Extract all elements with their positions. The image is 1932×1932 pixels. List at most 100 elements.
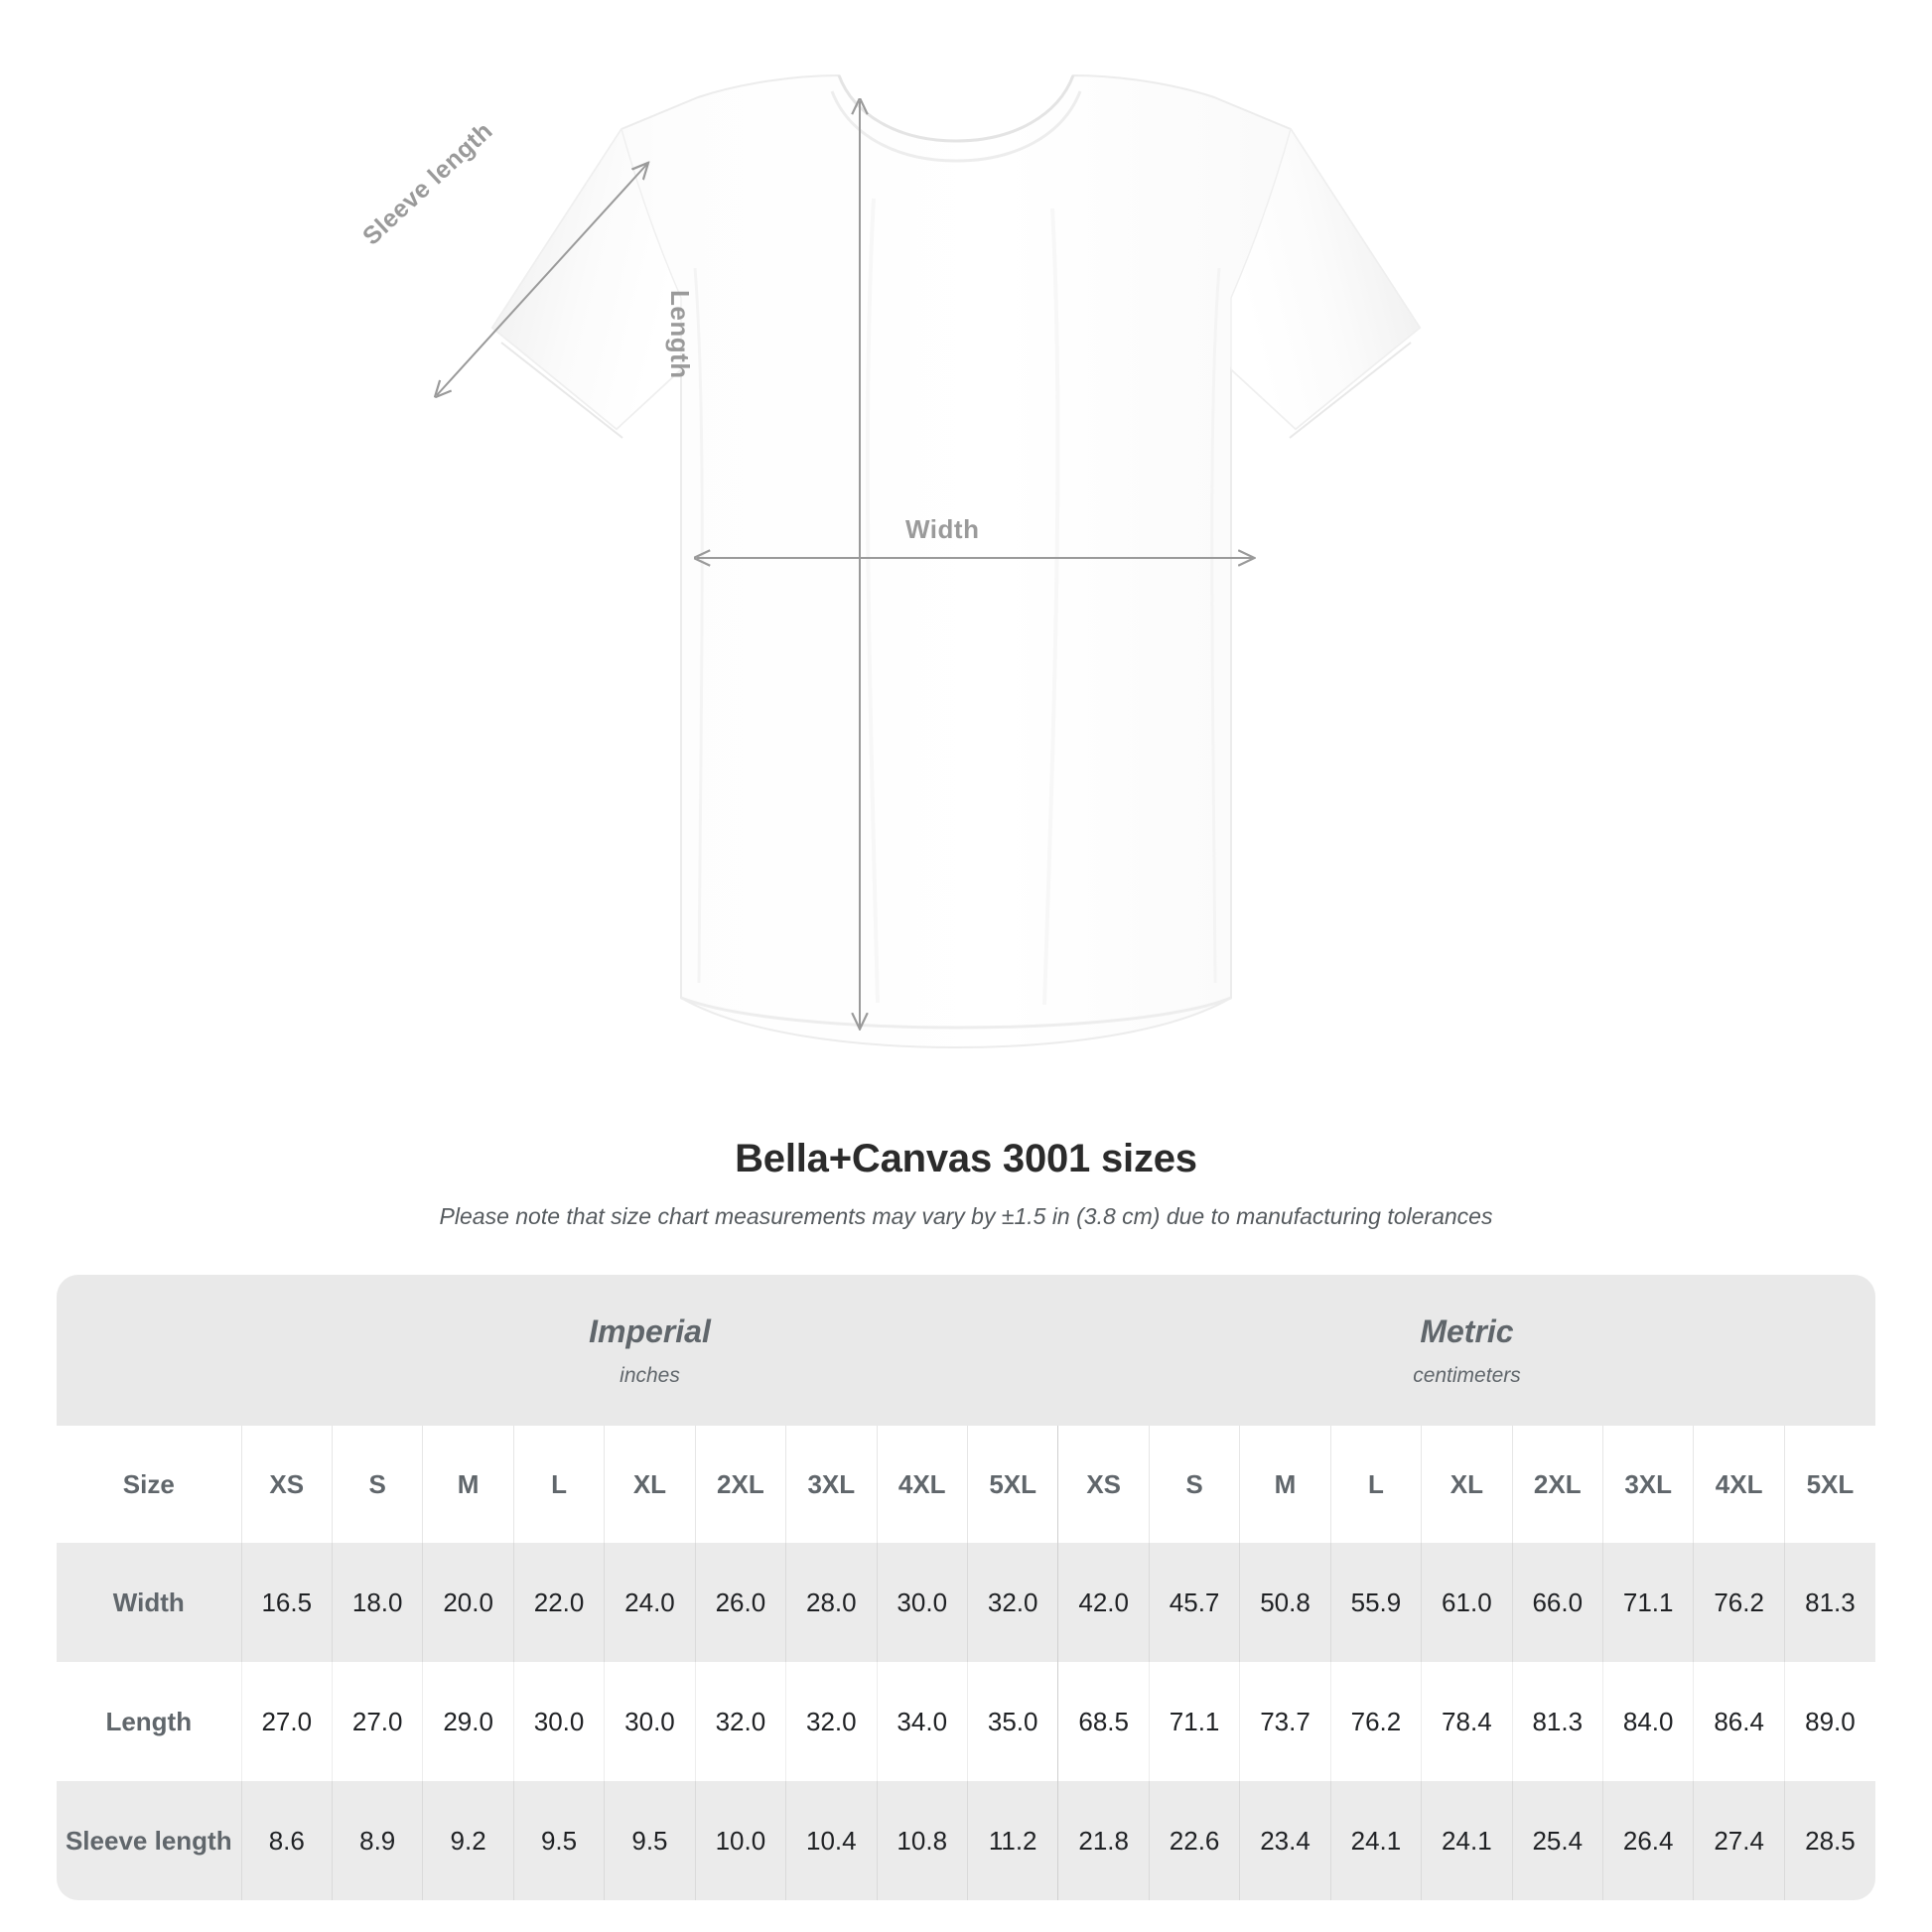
cell-sleeve-length-metric-3xl: 26.4 — [1601, 1781, 1694, 1900]
cell-sleeve-length-metric-2xl: 25.4 — [1511, 1781, 1603, 1900]
size-header-imperial-xs: XS — [240, 1426, 333, 1543]
size-header-imperial-5xl: 5XL — [966, 1426, 1058, 1543]
cell-width-metric-3xl: 71.1 — [1601, 1543, 1694, 1662]
table-row: Width 16.5 18.0 20.0 22.0 24.0 26.0 28.0 30.0 32.… — [57, 1543, 1875, 1662]
tshirt-diagram: Sleeve length Length Width — [0, 73, 1422, 1049]
width-dimension-label: Width — [905, 514, 980, 544]
size-table-container: Imperial inches Metric centimeters Size XS S M L… — [57, 1275, 1875, 1900]
fold-left — [693, 267, 704, 984]
page-title: Bella+Canvas 3001 sizes — [735, 1137, 1197, 1180]
unit-group-name: Imperial — [589, 1312, 711, 1349]
cell-length-metric-s: 71.1 — [1148, 1662, 1240, 1781]
cell-width-metric-4xl: 76.2 — [1693, 1543, 1785, 1662]
cell-sleeve-length-imperial-m: 9.2 — [422, 1781, 514, 1900]
size-header-imperial-2xl: 2XL — [694, 1426, 786, 1543]
cell-length-imperial-2xl: 32.0 — [694, 1662, 786, 1781]
cell-sleeve-length-imperial-s: 8.9 — [331, 1781, 423, 1900]
cell-width-imperial-m: 20.0 — [422, 1543, 514, 1662]
table-row: Length 27.0 27.0 29.0 30.0 30.0 32.0 32.0 34.0 35… — [57, 1662, 1875, 1781]
size-corner-header: Size — [57, 1426, 242, 1543]
length-dimension-label: Length — [665, 290, 695, 379]
cell-length-metric-4xl: 86.4 — [1693, 1662, 1785, 1781]
cell-sleeve-length-metric-l: 24.1 — [1329, 1781, 1422, 1900]
cell-sleeve-length-imperial-5xl: 11.2 — [966, 1781, 1058, 1900]
cell-length-metric-2xl: 81.3 — [1511, 1662, 1603, 1781]
size-header-imperial-m: M — [422, 1426, 514, 1543]
chart-heading: Bella+Canvas 3001 sizes Please note that… — [0, 1137, 1932, 1230]
cell-length-metric-xl: 78.4 — [1421, 1662, 1513, 1781]
cell-sleeve-length-metric-5xl: 28.5 — [1783, 1781, 1875, 1900]
row-label-length: Length — [57, 1662, 242, 1781]
cell-width-metric-m: 50.8 — [1239, 1543, 1331, 1662]
size-header-metric-5xl: 5XL — [1783, 1426, 1875, 1543]
size-header-metric-s: S — [1148, 1426, 1240, 1543]
cell-width-metric-s: 45.7 — [1148, 1543, 1240, 1662]
fold-center-right — [1042, 207, 1060, 1006]
sleeve-length-dimension-line — [437, 164, 647, 395]
bottom-hem — [680, 996, 1232, 1030]
cell-sleeve-length-imperial-xl: 9.5 — [604, 1781, 696, 1900]
cell-length-imperial-s: 27.0 — [331, 1662, 423, 1781]
table-row: Sleeve length 8.6 8.9 9.2 9.5 9.5 10.0 10.4 10.8… — [57, 1781, 1875, 1900]
unit-group-name: Metric — [1420, 1312, 1514, 1349]
cell-length-metric-l: 76.2 — [1329, 1662, 1422, 1781]
cell-sleeve-length-imperial-3xl: 10.4 — [785, 1781, 878, 1900]
size-header-metric-m: M — [1239, 1426, 1331, 1543]
cell-width-metric-5xl: 81.3 — [1783, 1543, 1875, 1662]
cell-length-imperial-4xl: 34.0 — [876, 1662, 968, 1781]
cell-length-imperial-3xl: 32.0 — [785, 1662, 878, 1781]
tshirt-illustration — [0, 73, 1422, 1049]
size-header-metric-xs: XS — [1057, 1426, 1150, 1543]
cell-sleeve-length-metric-xl: 24.1 — [1421, 1781, 1513, 1900]
cell-width-metric-l: 55.9 — [1329, 1543, 1422, 1662]
cell-length-metric-xs: 68.5 — [1057, 1662, 1150, 1781]
page-subtitle: Please note that size chart measurements… — [439, 1203, 1493, 1229]
unit-group-metric: Metric centimeters — [1057, 1275, 1875, 1426]
cell-sleeve-length-metric-s: 22.6 — [1148, 1781, 1240, 1900]
size-header-metric-2xl: 2XL — [1511, 1426, 1603, 1543]
cell-length-imperial-l: 30.0 — [512, 1662, 605, 1781]
cell-width-metric-xs: 42.0 — [1057, 1543, 1150, 1662]
cell-sleeve-length-imperial-xs: 8.6 — [240, 1781, 333, 1900]
cell-length-imperial-m: 29.0 — [422, 1662, 514, 1781]
cell-width-imperial-xl: 24.0 — [604, 1543, 696, 1662]
row-label-sleeve-length: Sleeve length — [57, 1781, 242, 1900]
size-header-imperial-3xl: 3XL — [785, 1426, 878, 1543]
cell-sleeve-length-metric-4xl: 27.4 — [1693, 1781, 1785, 1900]
cell-width-imperial-5xl: 32.0 — [966, 1543, 1058, 1662]
cell-length-imperial-xl: 30.0 — [604, 1662, 696, 1781]
cell-width-metric-2xl: 66.0 — [1511, 1543, 1603, 1662]
cell-sleeve-length-imperial-4xl: 10.8 — [876, 1781, 968, 1900]
cell-sleeve-length-imperial-2xl: 10.0 — [694, 1781, 786, 1900]
cell-length-metric-3xl: 84.0 — [1601, 1662, 1694, 1781]
cell-length-metric-5xl: 89.0 — [1783, 1662, 1875, 1781]
cell-width-imperial-2xl: 26.0 — [694, 1543, 786, 1662]
unit-group-unit: inches — [620, 1363, 680, 1387]
row-label-width: Width — [57, 1543, 242, 1662]
unit-group-imperial: Imperial inches — [241, 1275, 1058, 1426]
cell-sleeve-length-metric-xs: 21.8 — [1057, 1781, 1150, 1900]
size-header-metric-l: L — [1329, 1426, 1422, 1543]
size-header-metric-xl: XL — [1421, 1426, 1513, 1543]
cell-length-metric-m: 73.7 — [1239, 1662, 1331, 1781]
cell-length-imperial-xs: 27.0 — [240, 1662, 333, 1781]
cell-width-metric-xl: 61.0 — [1421, 1543, 1513, 1662]
cell-width-imperial-4xl: 30.0 — [876, 1543, 968, 1662]
cell-width-imperial-xs: 16.5 — [240, 1543, 333, 1662]
size-header-imperial-4xl: 4XL — [876, 1426, 968, 1543]
unit-header-row: Imperial inches Metric centimeters — [57, 1275, 1875, 1426]
size-header-imperial-l: L — [512, 1426, 605, 1543]
size-header-imperial-xl: XL — [604, 1426, 696, 1543]
cell-width-imperial-s: 18.0 — [331, 1543, 423, 1662]
size-header-row: Size XS S M L XL 2XL 3XL 4XL 5XL XS S M L XL 2XL 3XL 4XL 5… — [57, 1426, 1875, 1543]
right-sleeve — [1230, 127, 1421, 430]
size-header-imperial-s: S — [331, 1426, 423, 1543]
cell-length-imperial-5xl: 35.0 — [966, 1662, 1058, 1781]
cell-sleeve-length-metric-m: 23.4 — [1239, 1781, 1331, 1900]
size-table: Imperial inches Metric centimeters Size XS S M L… — [57, 1275, 1875, 1900]
right-sleeve-hem — [1289, 342, 1412, 439]
cell-width-imperial-l: 22.0 — [512, 1543, 605, 1662]
fold-right — [1210, 267, 1221, 984]
size-header-metric-4xl: 4XL — [1693, 1426, 1785, 1543]
